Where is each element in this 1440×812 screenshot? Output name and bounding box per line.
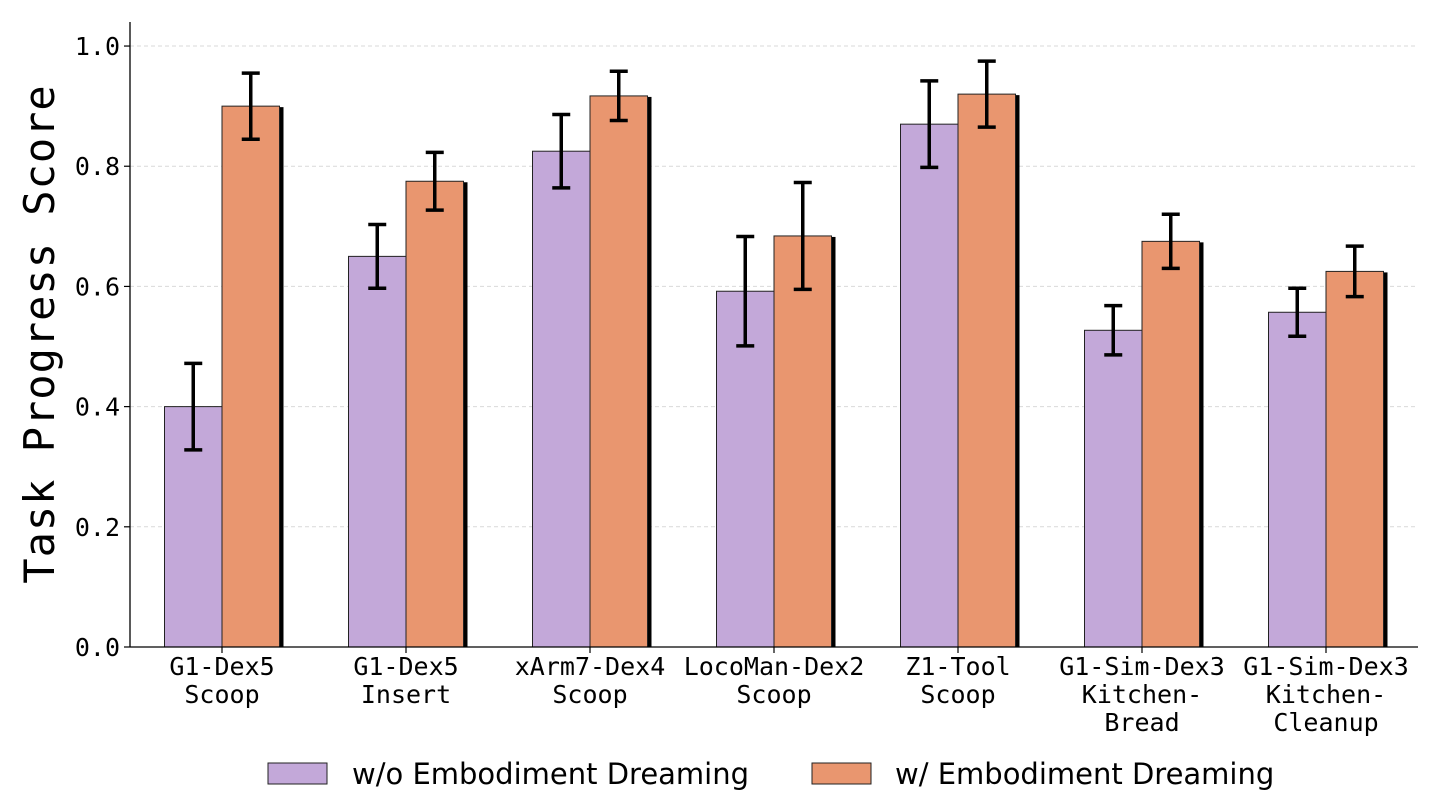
x-tick-label: G1-Dex5 Scoop xyxy=(169,652,274,709)
bar xyxy=(1141,240,1200,648)
x-tick-label-line: Kitchen- xyxy=(1266,680,1386,709)
x-tick-label-line: Scoop xyxy=(920,680,995,709)
bars xyxy=(164,93,1388,648)
y-tick-label: 0.8 xyxy=(75,152,120,181)
x-tick-label-line: xArm7-Dex4 xyxy=(515,652,666,681)
y-tick-label: 0.0 xyxy=(75,633,120,662)
bar xyxy=(1084,329,1143,648)
bar xyxy=(348,255,407,648)
y-tick-label: 0.6 xyxy=(75,272,120,301)
y-axis-label: Task Progress Score xyxy=(15,84,64,583)
x-tick-label-line: G1-Sim-Dex3 xyxy=(1243,652,1409,681)
x-tick-label-line: Insert xyxy=(361,680,451,709)
bar xyxy=(589,95,648,648)
legend-label: w/o Embodiment Dreaming xyxy=(352,757,749,791)
legend-swatch xyxy=(267,762,328,785)
bar xyxy=(957,93,1016,648)
error-bars xyxy=(184,59,1364,452)
legend-swatch xyxy=(811,762,872,785)
x-tick-label-line: Scoop xyxy=(184,680,259,709)
bar xyxy=(405,180,464,648)
x-tick-label: xArm7-Dex4 Scoop xyxy=(515,652,666,709)
x-tick-label-line: Z1-Tool xyxy=(905,652,1010,681)
y-tick-label: 0.4 xyxy=(75,393,120,422)
bar xyxy=(221,105,280,648)
bar xyxy=(1325,270,1384,648)
bar xyxy=(716,290,775,648)
x-tick-label-line: Scoop xyxy=(736,680,811,709)
legend-label: w/ Embodiment Dreaming xyxy=(895,757,1274,791)
bar xyxy=(900,123,959,648)
x-tick-label: LocoMan-Dex2 Scoop xyxy=(684,652,865,709)
x-tick-label-line: G1-Dex5 xyxy=(169,652,274,681)
x-tick-label-line: Scoop xyxy=(552,680,627,709)
x-tick-label: G1-Sim-Dex3 Kitchen-Bread xyxy=(1059,652,1225,737)
x-tick-label: G1-Dex5 Insert xyxy=(353,652,458,709)
bar xyxy=(532,150,591,648)
bar xyxy=(773,235,832,648)
x-tick-label-line: Kitchen- xyxy=(1082,680,1202,709)
y-tick-label: 0.2 xyxy=(75,513,120,542)
y-ticks: 0.0 0.2 0.4 0.6 0.8 1.0 xyxy=(75,32,130,662)
x-tick-label-line: LocoMan-Dex2 xyxy=(684,652,865,681)
x-tick-label-line: G1-Dex5 xyxy=(353,652,458,681)
x-tick-label-line: Bread xyxy=(1104,708,1179,737)
legend: w/o Embodiment Dreaming w/ Embodiment Dre… xyxy=(267,757,1274,791)
y-tick-label: 1.0 xyxy=(75,32,120,61)
bar xyxy=(1268,311,1327,648)
x-tick-label: G1-Sim-Dex3 Kitchen-Cleanup xyxy=(1243,652,1409,737)
x-tick-label-line: Cleanup xyxy=(1273,708,1378,737)
x-tick-label-line: G1-Sim-Dex3 xyxy=(1059,652,1225,681)
x-tick-label: Z1-Tool Scoop xyxy=(905,652,1010,709)
